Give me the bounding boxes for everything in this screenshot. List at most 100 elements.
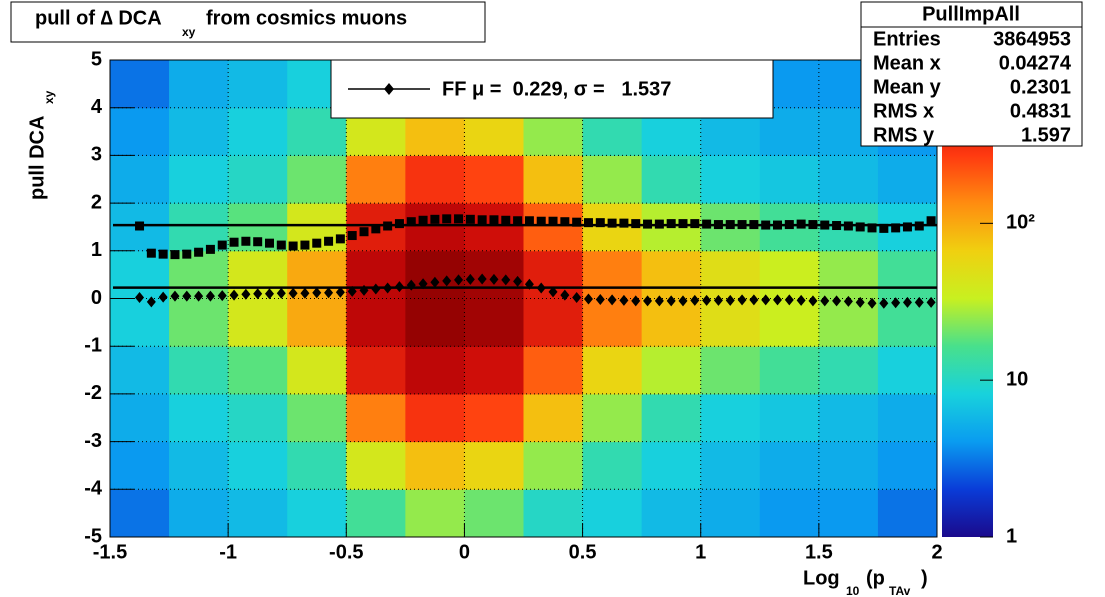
sigma-marker bbox=[135, 221, 145, 231]
mean-marker bbox=[891, 297, 901, 309]
heatmap-cell bbox=[523, 393, 584, 443]
stats-label: Entries bbox=[873, 28, 941, 50]
heatmap-cell bbox=[346, 441, 406, 490]
heatmap-cell bbox=[228, 393, 288, 443]
mean-marker bbox=[784, 294, 794, 306]
mean-marker bbox=[394, 281, 404, 293]
sigma-marker bbox=[335, 234, 345, 244]
heatmap-cell bbox=[700, 155, 761, 204]
stats-value: 0.04274 bbox=[999, 52, 1072, 74]
heatmap-cell bbox=[818, 393, 879, 443]
heatmap-cell bbox=[464, 346, 524, 395]
sigma-marker bbox=[867, 223, 877, 233]
mean-marker bbox=[371, 283, 381, 295]
heatmap-cell bbox=[759, 441, 820, 490]
mean-marker bbox=[643, 295, 653, 307]
sigma-marker bbox=[607, 218, 617, 228]
heatmap-cell bbox=[405, 203, 465, 252]
mean-marker bbox=[406, 279, 416, 291]
mean-marker bbox=[725, 294, 735, 306]
sigma-marker bbox=[288, 241, 298, 251]
heatmap-cell bbox=[228, 155, 288, 204]
mean-marker bbox=[454, 274, 464, 286]
heatmap-cell bbox=[346, 155, 406, 204]
stats-label: RMS y bbox=[873, 124, 935, 146]
heatmap-cell bbox=[405, 155, 465, 204]
heatmap-cell bbox=[110, 60, 170, 109]
y-tick-label: 4 bbox=[91, 96, 103, 118]
legend-text: FF μ = 0.229, σ = 1.537 bbox=[442, 78, 671, 100]
heatmap-cell bbox=[464, 155, 524, 204]
y-tick-label: -1 bbox=[84, 334, 102, 356]
mean-marker bbox=[619, 294, 629, 306]
heatmap-cell bbox=[228, 346, 288, 395]
stats-title: PullImpAll bbox=[922, 3, 1020, 25]
mean-marker bbox=[808, 295, 818, 307]
mean-marker bbox=[796, 294, 806, 306]
heatmap-cell bbox=[700, 489, 761, 537]
heatmap-cell bbox=[759, 155, 820, 204]
heatmap-cell bbox=[346, 346, 406, 395]
heatmap-cell bbox=[759, 298, 820, 347]
mean-marker bbox=[690, 294, 700, 306]
heatmap-cell bbox=[110, 441, 170, 490]
heatmap-cell bbox=[287, 346, 347, 395]
mean-marker bbox=[678, 295, 688, 307]
mean-marker bbox=[312, 287, 322, 299]
heatmap-cell bbox=[759, 393, 820, 443]
stats-label: RMS x bbox=[873, 100, 934, 122]
mean-marker bbox=[347, 285, 357, 297]
heatmap-cell bbox=[169, 441, 229, 490]
sigma-marker bbox=[501, 215, 511, 225]
mean-marker bbox=[867, 297, 877, 309]
heatmap-cell bbox=[582, 441, 643, 490]
x-axis-label-sub: TAv bbox=[889, 584, 911, 597]
mean-marker bbox=[477, 273, 487, 285]
mean-marker bbox=[383, 282, 393, 294]
sigma-marker bbox=[643, 219, 653, 229]
heatmap-cell bbox=[523, 155, 584, 204]
heatmap-cell bbox=[110, 346, 170, 395]
sigma-marker bbox=[418, 215, 428, 225]
heatmap-cell bbox=[523, 298, 584, 347]
z-tick-label: 10² bbox=[1006, 212, 1035, 234]
mean-marker bbox=[182, 290, 192, 302]
stats-value: 3864953 bbox=[993, 28, 1071, 50]
heatmap-cell bbox=[287, 155, 347, 204]
sigma-marker bbox=[560, 217, 570, 227]
heatmap-cell bbox=[818, 250, 879, 299]
stats-label: Mean x bbox=[873, 52, 941, 74]
sigma-marker bbox=[820, 220, 830, 230]
heatmap-cell bbox=[228, 60, 288, 109]
mean-marker bbox=[666, 295, 676, 307]
sigma-marker bbox=[583, 218, 593, 228]
mean-marker bbox=[761, 294, 771, 306]
heatmap-cell bbox=[228, 107, 288, 156]
sigma-marker bbox=[548, 216, 558, 226]
x-tick-label: 0.5 bbox=[569, 541, 597, 563]
heatmap-cell bbox=[582, 393, 643, 443]
mean-marker bbox=[217, 290, 227, 302]
heatmap-cell bbox=[464, 203, 524, 252]
x-tick-label: -1 bbox=[219, 541, 237, 563]
y-tick-label: 3 bbox=[91, 144, 102, 166]
sigma-marker bbox=[536, 216, 546, 226]
sigma-marker bbox=[879, 223, 889, 233]
heatmap-cell bbox=[464, 489, 524, 537]
heatmap-cell bbox=[287, 441, 347, 490]
heatmap-cell bbox=[169, 489, 229, 537]
mean-marker bbox=[702, 294, 712, 306]
sigma-marker bbox=[489, 215, 499, 225]
heatmap-cell bbox=[700, 393, 761, 443]
y-tick-label: -5 bbox=[84, 525, 102, 547]
heatmap-cell bbox=[700, 250, 761, 299]
mean-marker bbox=[902, 296, 912, 308]
heatmap-cell bbox=[523, 441, 584, 490]
heatmap-cell bbox=[405, 489, 465, 537]
heatmap-cell bbox=[346, 298, 406, 347]
heatmap-cell bbox=[700, 441, 761, 490]
sigma-marker bbox=[513, 216, 523, 226]
sigma-marker bbox=[312, 238, 322, 248]
sigma-marker bbox=[737, 220, 747, 230]
